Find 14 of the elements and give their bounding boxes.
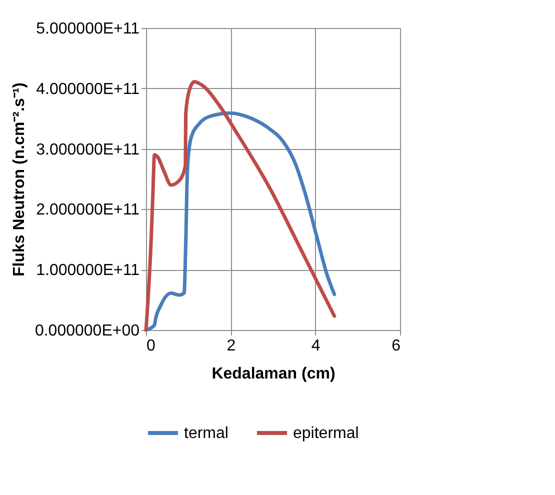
y-tick-label: 3.000000E+11	[36, 141, 140, 158]
y-tick-label: 0.000000E+00	[34, 322, 140, 340]
y-axis-title: Fluks Neutron (n.cm⁻².s⁻¹)	[10, 82, 28, 277]
x-tick-label: 4	[311, 338, 320, 354]
x-tick-label: 0	[146, 338, 156, 354]
x-tick-label: 2	[226, 338, 236, 354]
y-tick-label: 5.000000E+11	[36, 20, 140, 38]
legend-label: epitermal	[293, 425, 359, 442]
y-tick-label: 1.000000E+11	[36, 262, 140, 280]
y-tick-label: 2.000000E+11	[36, 202, 140, 219]
y-tick-label: 4.000000E+11	[36, 80, 140, 98]
x-axis-title: Kedalaman (cm)	[212, 366, 336, 382]
legend-label: termal	[184, 425, 228, 442]
x-tick-label: 6	[392, 338, 401, 354]
